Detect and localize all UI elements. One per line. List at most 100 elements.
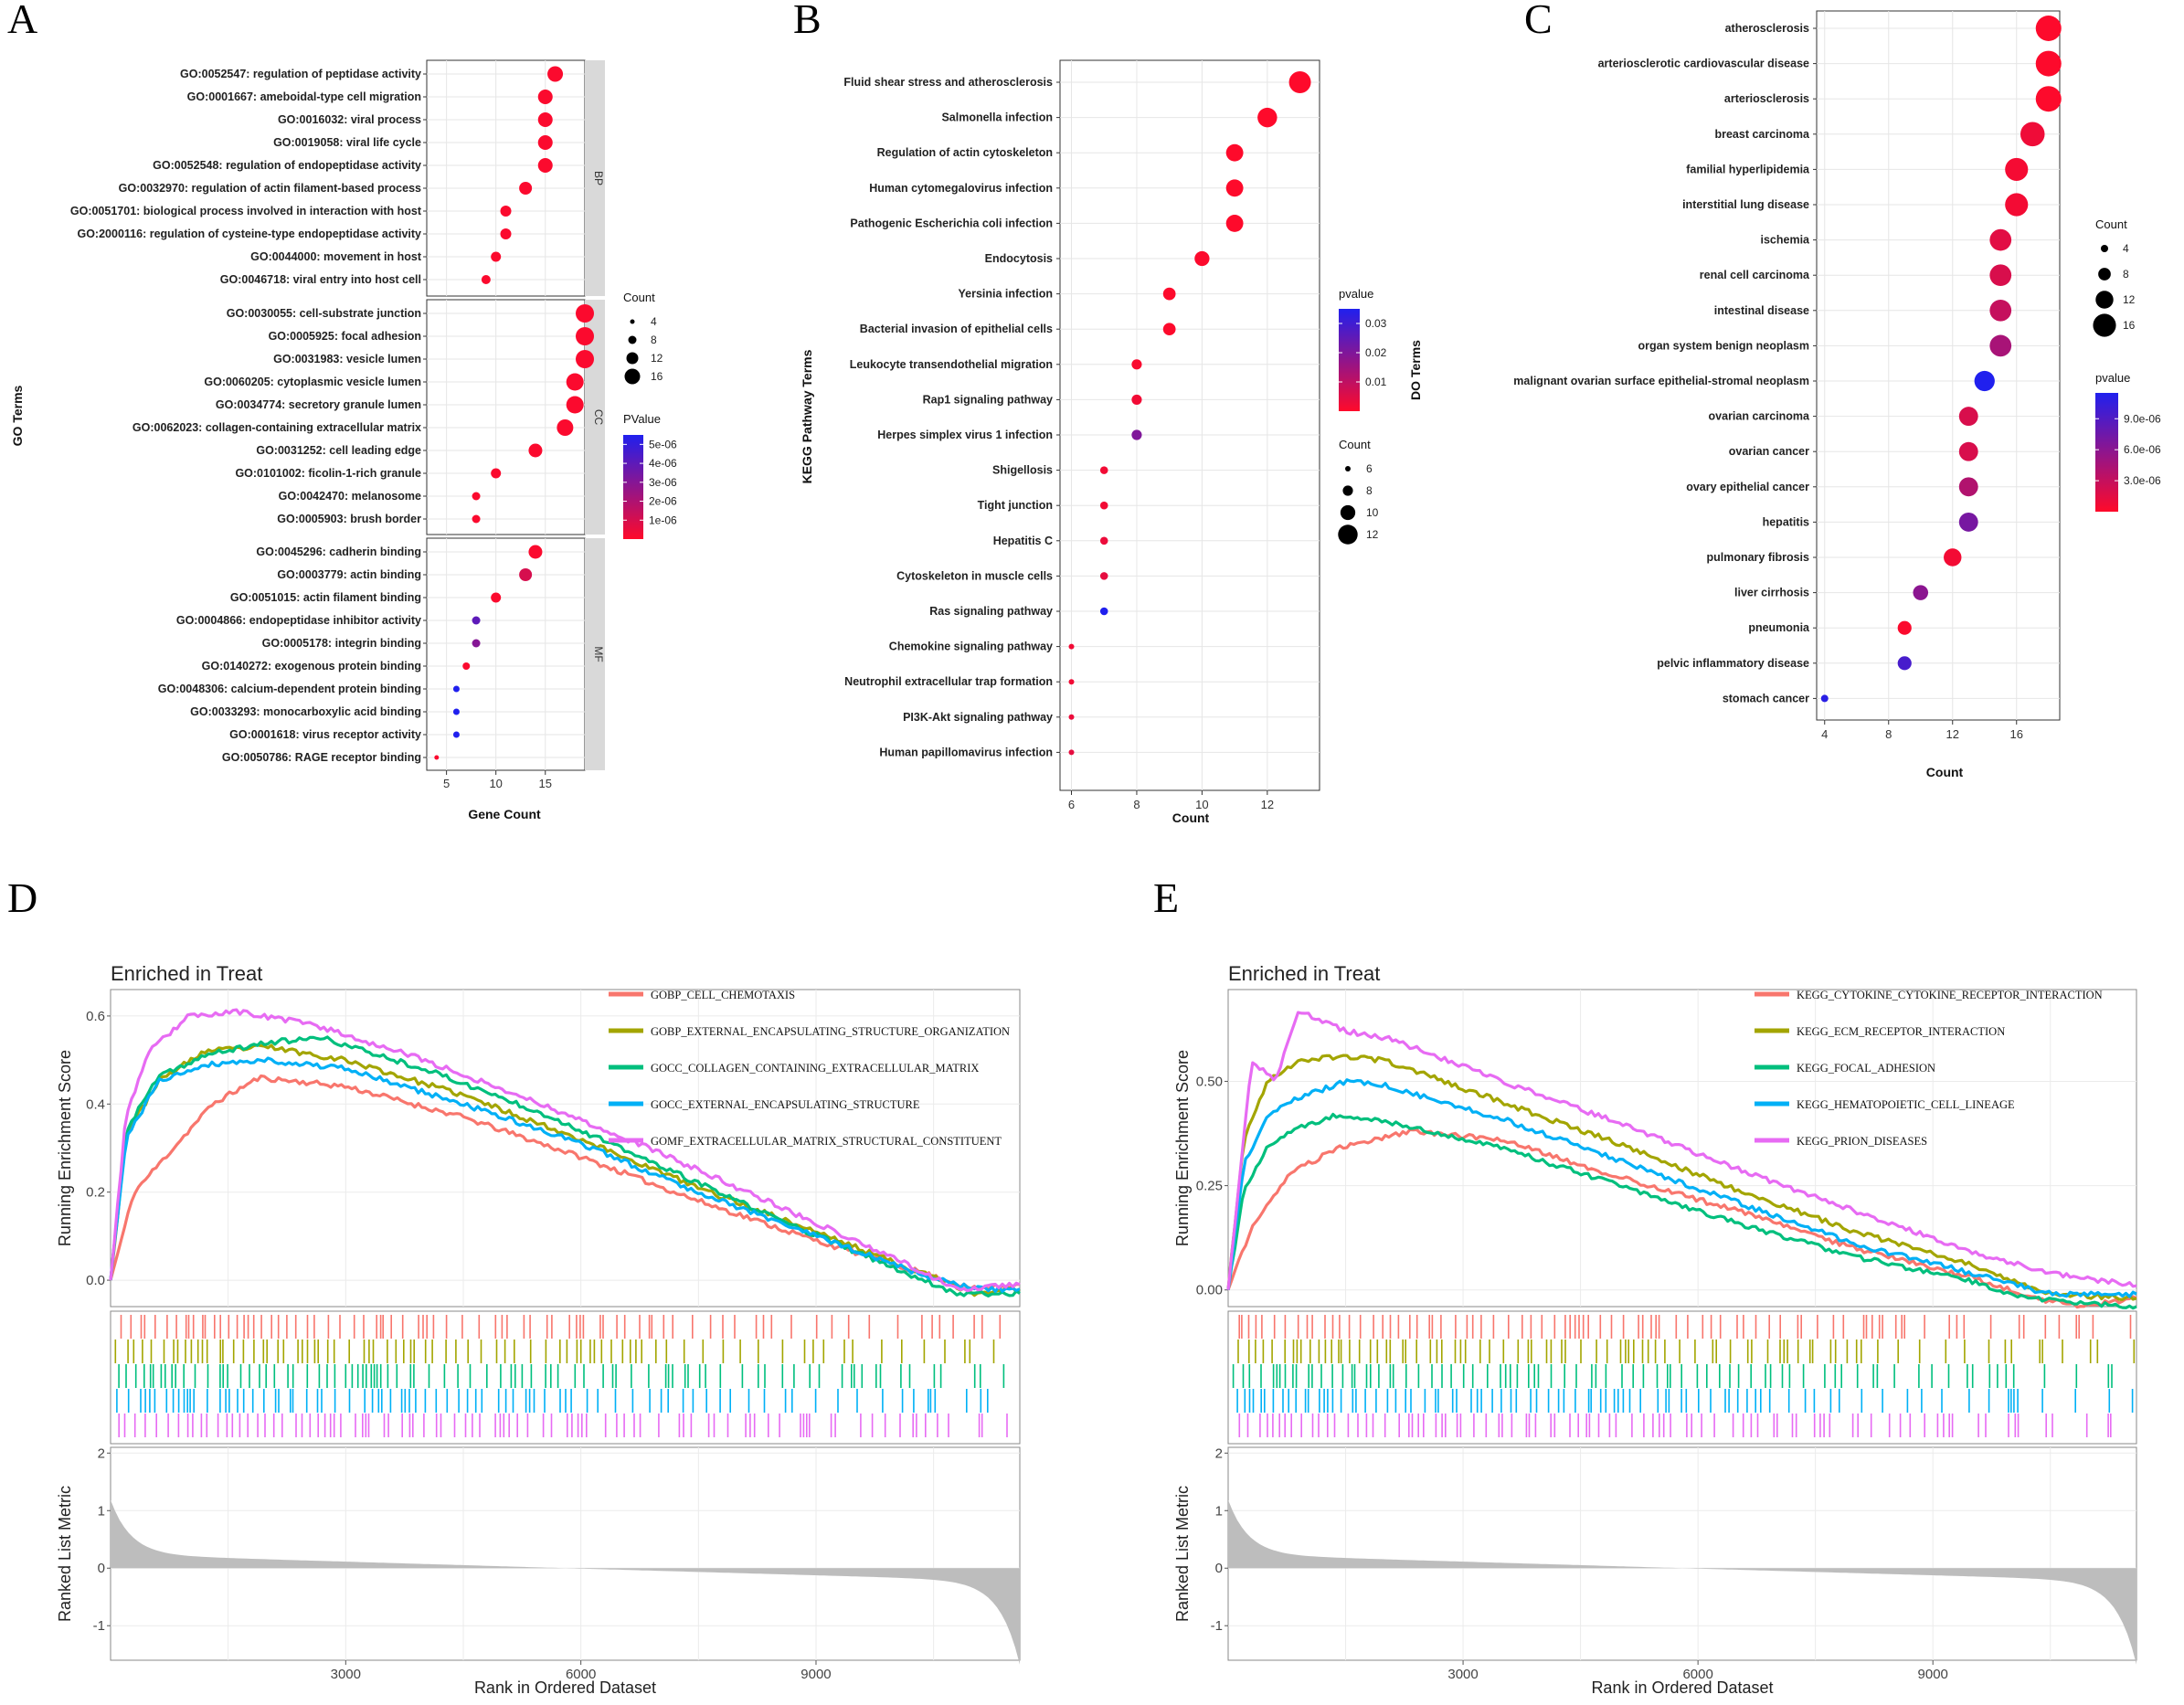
panel-d-hit-marks xyxy=(118,1414,1008,1437)
panel-c-term-label: stomach cancer xyxy=(1723,692,1809,704)
panel-b-dot xyxy=(1162,323,1176,336)
panel-b-term-label: Cytoskeleton in muscle cells xyxy=(896,569,1053,582)
panel-a-term-label: GO:0032970: regulation of actin filament… xyxy=(119,182,421,195)
panel-a-dotplot: BP GO:0052547: regulation of peptidase ac… xyxy=(10,59,677,821)
panel-d-rank-frame xyxy=(110,1446,1021,1661)
panel-b-term-label: Human cytomegalovirus infection xyxy=(869,182,1053,195)
panel-c-dot xyxy=(2035,16,2062,41)
panel-b-ylabel: KEGG Pathway Terms xyxy=(800,349,814,483)
panel-a-colorbar-label: 3e-06 xyxy=(649,476,677,489)
panel-c-size-legend-title: Count xyxy=(2095,217,2127,231)
panel-c-dot xyxy=(2035,50,2062,77)
panel-c-colorbar-label: 3.0e-06 xyxy=(2124,474,2161,487)
panel-a-color-legend-title: PValue xyxy=(623,412,661,426)
panel-c-xtick-label: 4 xyxy=(1821,727,1828,741)
panel-b-dot xyxy=(1068,749,1075,756)
panel-c-dot xyxy=(2020,122,2045,147)
panel-c-term-label: hepatitis xyxy=(1763,515,1809,528)
panel-c-dot xyxy=(1989,299,2012,322)
panel-c-dot xyxy=(2035,86,2062,112)
panel-c-term-label: liver cirrhosis xyxy=(1734,587,1809,599)
panel-c-term-label: ischemia xyxy=(1760,234,1810,247)
panel-b-term-label: Regulation of actin cytoskeleton xyxy=(877,146,1053,159)
panel-d-ytick-label: 0.2 xyxy=(86,1185,105,1201)
panel-a-size-legend-label: 16 xyxy=(651,370,663,383)
panel-b-dot xyxy=(1068,714,1075,720)
panel-c-dot xyxy=(1913,585,1929,600)
panel-c-dot xyxy=(1897,656,1912,671)
panel-a-term-label: GO:0030055: cell-substrate junction xyxy=(227,307,421,320)
panel-e-hit-marks xyxy=(1236,1389,2134,1413)
panel-b-term-label: Pathogenic Escherichia coli infection xyxy=(850,217,1053,229)
panel-c-term-label: malignant ovarian surface epithelial-str… xyxy=(1513,375,1809,387)
panel-a-term-label: GO:0001667: ameboidal-type cell migratio… xyxy=(187,90,421,103)
panel-d-ytick-label: 0.0 xyxy=(86,1273,105,1288)
panel-a-facet-strip-label: BP xyxy=(592,171,605,185)
panel-label-D: D xyxy=(7,874,37,921)
panel-e-y2tick-label: 2 xyxy=(1215,1446,1223,1461)
panel-b-term-label: Leukocyte transendothelial migration xyxy=(850,358,1053,371)
panel-d-gsea: 0.0 0.2 0.4 0.6 2 1 0 -1 Enriched in Treat 3000 60… xyxy=(56,962,1022,1697)
panel-c-term-label: intestinal disease xyxy=(1714,304,1809,317)
panel-e-hit-marks xyxy=(1238,1414,2112,1437)
panel-a-size-legend-label: 12 xyxy=(651,352,663,365)
panel-b-term-label: Hepatitis C xyxy=(993,535,1053,547)
panel-a-size-legend-dot xyxy=(630,319,635,324)
panel-b-dot xyxy=(1099,536,1108,545)
panel-e-rank-frame xyxy=(1227,1446,2137,1661)
panel-b-size-legend-dot xyxy=(1345,466,1351,471)
panel-e-hit-marks xyxy=(1232,1364,2113,1388)
panel-e-legend-label: KEGG_ECM_RECEPTOR_INTERACTION xyxy=(1797,1025,2005,1038)
panel-d-y2tick-label: 0 xyxy=(98,1561,105,1576)
panel-b-colorbar-label: 0.01 xyxy=(1365,376,1387,388)
panel-a-dot xyxy=(434,755,440,760)
panel-d-legend-label: GOBP_EXTERNAL_ENCAPSULATING_STRUCTURE_OR… xyxy=(651,1025,1010,1038)
panel-a-term-label: GO:0048306: calcium-dependent protein bi… xyxy=(158,683,421,695)
panel-b-term-label: Yersinia infection xyxy=(958,288,1053,301)
panel-b-term-label: Rap1 signaling pathway xyxy=(923,393,1053,406)
panel-b-term-label: Herpes simplex virus 1 infection xyxy=(877,429,1053,441)
panel-d-hit-marks xyxy=(116,1389,989,1413)
panel-a-colorbar-label: 1e-06 xyxy=(649,514,677,526)
panel-a-term-label: GO:0031983: vesicle lumen xyxy=(273,353,421,365)
panel-c-term-label: breast carcinoma xyxy=(1714,128,1810,141)
panel-a-xtick-label: 5 xyxy=(443,777,450,790)
panel-d-xlabel: Rank in Ordered Dataset xyxy=(474,1679,656,1697)
panel-c-dot xyxy=(2005,157,2029,181)
panel-c-dot xyxy=(1989,228,2012,251)
panel-c-dot xyxy=(2005,193,2029,217)
panel-b-size-legend-dot xyxy=(1342,485,1353,496)
panel-c-term-label: atherosclerosis xyxy=(1725,22,1809,35)
panel-a-dot xyxy=(472,514,481,524)
panel-d-xtick-label: 9000 xyxy=(800,1667,831,1682)
panel-c-term-label: arteriosclerosis xyxy=(1724,92,1809,105)
panel-a-xlabel: Gene Count xyxy=(468,807,541,821)
panel-c-size-legend-dot xyxy=(2095,291,2114,309)
panel-c-term-label: renal cell carcinoma xyxy=(1700,269,1810,281)
panel-c-dot xyxy=(1989,334,2012,357)
panel-a-dot xyxy=(472,616,481,625)
panel-b-size-legend-label: 10 xyxy=(1366,506,1379,519)
panel-a-dot xyxy=(528,545,543,559)
panel-b-term-label: PI3K-Akt signaling pathway xyxy=(903,711,1053,724)
panel-d-ylabel2: Ranked List Metric xyxy=(56,1486,74,1622)
panel-e-xlabel: Rank in Ordered Dataset xyxy=(1591,1679,1773,1697)
panel-d-es-line xyxy=(109,1056,1021,1293)
panel-a-term-label: GO:0016032: viral process xyxy=(278,113,421,126)
panel-a-term-label: GO:2000116: regulation of cysteine-type … xyxy=(77,228,421,240)
panel-b-xlabel: Count xyxy=(1172,810,1210,825)
panel-c-dot xyxy=(1989,264,2012,287)
panel-e-ytick-label: 0.00 xyxy=(1196,1283,1223,1298)
panel-a-term-label: GO:0052547: regulation of peptidase acti… xyxy=(180,68,421,80)
panel-b-dot xyxy=(1099,501,1108,510)
panel-d-hit-marks xyxy=(120,1315,1002,1339)
panel-b-dot xyxy=(1131,359,1142,370)
panel-c-size-legend-label: 16 xyxy=(2123,319,2136,332)
panel-a-term-label: GO:0051015: actin filament binding xyxy=(230,591,421,604)
panel-e-legend-label: KEGG_PRION_DISEASES xyxy=(1797,1135,1927,1148)
panel-c-term-label: pneumonia xyxy=(1748,621,1810,634)
panel-d-ytick-label: 0.6 xyxy=(86,1009,105,1024)
panel-a-dot xyxy=(452,685,460,693)
panel-a-dot xyxy=(566,373,584,391)
panel-e-gsea: 0.00 0.25 0.50 2 1 0 -1 Enriched in Treat 3000 60… xyxy=(1173,962,2137,1697)
